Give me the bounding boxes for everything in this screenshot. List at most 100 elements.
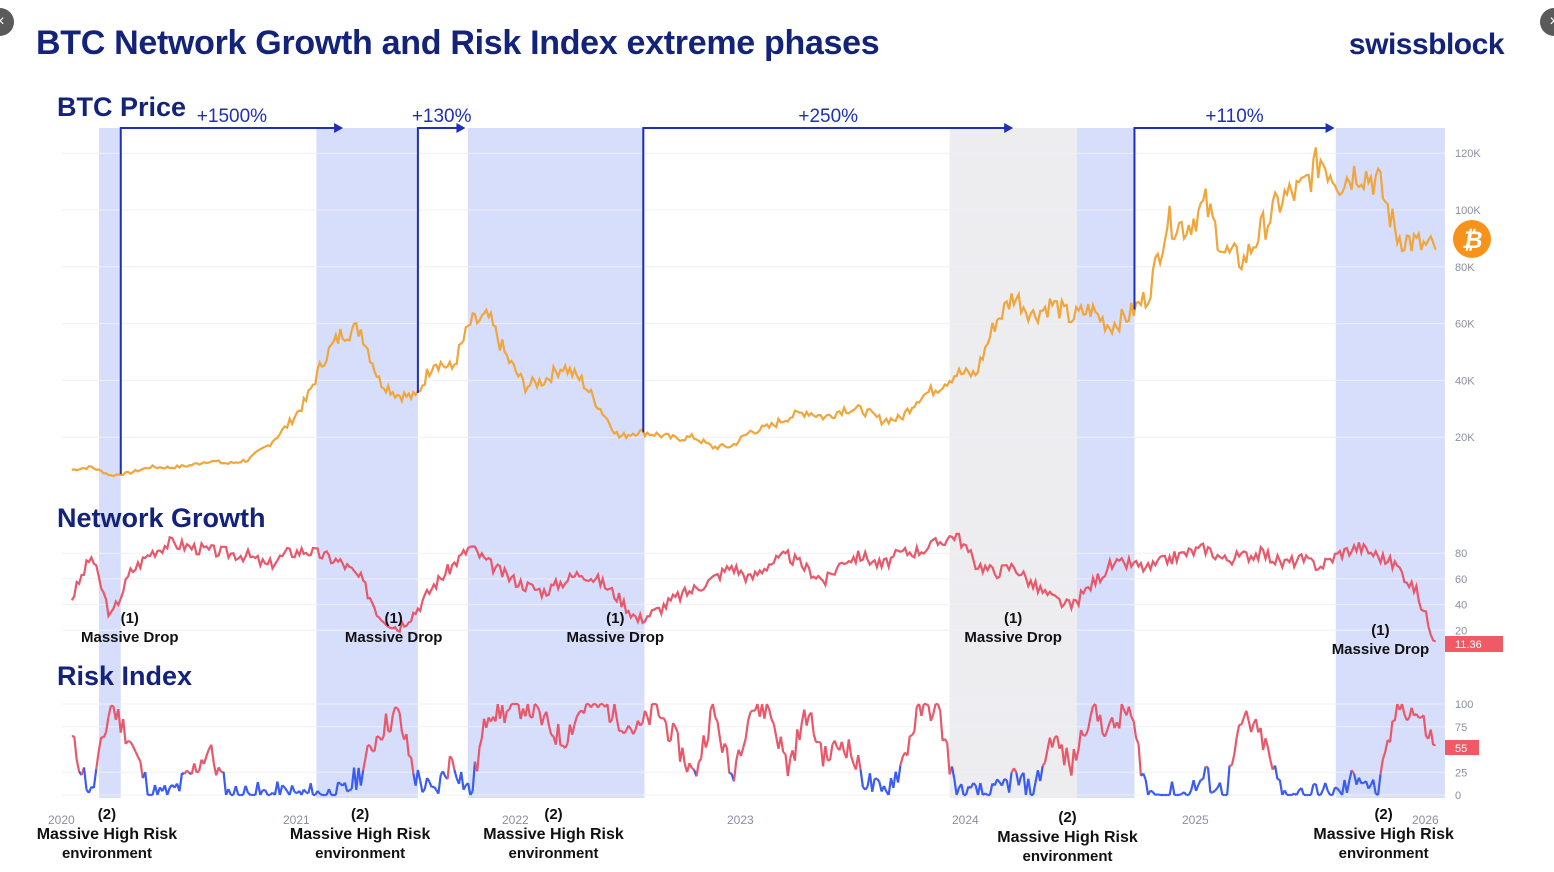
high-risk-label-line2: environment	[315, 845, 405, 862]
risk-index-segment	[453, 769, 458, 779]
risk-index-segment	[770, 718, 775, 725]
risk-index-segment	[526, 703, 532, 718]
risk-index-segment	[643, 710, 649, 717]
risk-index-segment	[779, 736, 785, 753]
risk-index-segment	[1334, 786, 1338, 790]
close-button-left[interactable]: ×	[0, 8, 14, 36]
risk-index-segment	[1120, 703, 1126, 711]
panel-title-network-growth: Network Growth	[57, 503, 266, 533]
risk-index-segment	[460, 771, 465, 790]
network-growth-last-value-badge	[1445, 636, 1503, 652]
risk-index-segment	[786, 758, 792, 777]
risk-index-segment	[772, 723, 778, 737]
risk-index-segment	[972, 782, 977, 787]
risk-index-segment	[1075, 748, 1080, 761]
risk-index-segment	[309, 783, 315, 796]
risk-index-segment	[1218, 782, 1224, 796]
risk-index-segment	[627, 725, 632, 730]
high-risk-label: Massive High Risk	[1313, 826, 1454, 843]
massive-drop-label: Massive Drop	[1332, 641, 1430, 658]
risk-index-segment	[1273, 765, 1279, 780]
swissblock-logo: swissblock	[1348, 28, 1505, 61]
x-tick-label: 2024	[952, 813, 979, 827]
risk-index-segment	[278, 785, 284, 796]
x-tick-label: 2025	[1182, 813, 1209, 827]
risk-index-segment	[391, 706, 397, 716]
risk-index-segment	[1087, 716, 1092, 730]
risk-index-last-value-badge	[1445, 740, 1479, 755]
risk-index-segment	[955, 787, 961, 796]
risk-index-segment	[744, 721, 750, 739]
risk-index-segment	[547, 724, 553, 735]
risk-index-segment	[857, 754, 862, 770]
risk-index-segment	[1170, 781, 1176, 796]
arrow-head-icon	[1004, 123, 1014, 133]
risk-index-segment	[810, 712, 815, 734]
growth-arrow-label: +1500%	[197, 106, 267, 127]
risk-index-segment	[1099, 714, 1104, 734]
risk-index-segment	[932, 703, 937, 715]
risk-index-segment	[73, 736, 78, 760]
risk-index-segment	[222, 771, 228, 796]
risk-index-segment	[943, 738, 949, 744]
risk-index-segment	[840, 741, 846, 753]
risk-index-segment	[1137, 743, 1142, 776]
arrow-head-icon	[456, 123, 466, 133]
risk-index-segment	[824, 745, 829, 761]
massive-drop-label: Massive Drop	[345, 629, 443, 646]
risk-index-segment	[1388, 720, 1394, 743]
risk-index-segment	[421, 788, 426, 793]
high-risk-number: (2)	[1374, 806, 1392, 823]
risk-index-segment	[911, 730, 916, 736]
risk-index-segment	[1350, 769, 1356, 775]
risk-index-segment	[1300, 787, 1305, 796]
risk-index-segment	[1135, 737, 1140, 745]
risk-index-segment	[606, 703, 611, 723]
risk-index-segment	[847, 739, 853, 757]
high-risk-label-line2: environment	[508, 845, 598, 862]
risk-index-segment	[196, 770, 200, 774]
risk-index-segment	[364, 745, 369, 759]
risk-index-segment	[1041, 761, 1046, 767]
risk-index-segment	[896, 765, 902, 783]
risk-index-segment	[75, 759, 81, 772]
massive-drop-number: (1)	[606, 610, 624, 627]
close-button-right[interactable]: ×	[1540, 8, 1554, 36]
risk-index-segment	[964, 786, 970, 796]
risk-index-segment	[632, 729, 637, 735]
risk-index-segment	[346, 789, 350, 793]
x-tick-label: 2026	[1412, 813, 1439, 827]
risk-index-segment	[658, 715, 663, 720]
y-tick-label: 60K	[1455, 319, 1475, 331]
risk-index-segment	[362, 758, 367, 771]
risk-index-segment	[582, 703, 588, 714]
risk-index-segment	[1202, 766, 1207, 780]
blue-highlight-band	[1335, 128, 1445, 798]
risk-index-segment	[503, 710, 508, 724]
risk-index-segment	[1043, 749, 1049, 763]
risk-index-segment	[550, 733, 555, 738]
risk-index-segment	[508, 703, 513, 711]
risk-index-segment	[1051, 737, 1056, 748]
risk-index-segment	[716, 721, 721, 739]
risk-index-segment	[1295, 789, 1301, 796]
risk-index-segment	[1017, 775, 1023, 786]
risk-index-segment	[448, 755, 453, 760]
risk-index-segment	[104, 716, 110, 733]
risk-index-segment	[695, 761, 700, 777]
y-tick-label: 20K	[1455, 432, 1475, 444]
risk-index-segment	[648, 703, 654, 726]
high-risk-number: (2)	[98, 806, 116, 823]
risk-index-segment	[202, 755, 208, 765]
gray-highlight-band	[949, 128, 1077, 798]
risk-index-segment	[129, 741, 134, 747]
risk-index-segment	[664, 722, 670, 742]
risk-index-segment	[1039, 765, 1044, 782]
risk-index-segment	[337, 781, 341, 785]
risk-index-segment	[707, 709, 712, 740]
risk-index-segment	[793, 729, 799, 761]
risk-index-segment	[1187, 789, 1193, 796]
risk-index-segment	[244, 785, 250, 794]
risk-index-segment	[1106, 722, 1111, 731]
risk-index-segment	[131, 745, 137, 752]
